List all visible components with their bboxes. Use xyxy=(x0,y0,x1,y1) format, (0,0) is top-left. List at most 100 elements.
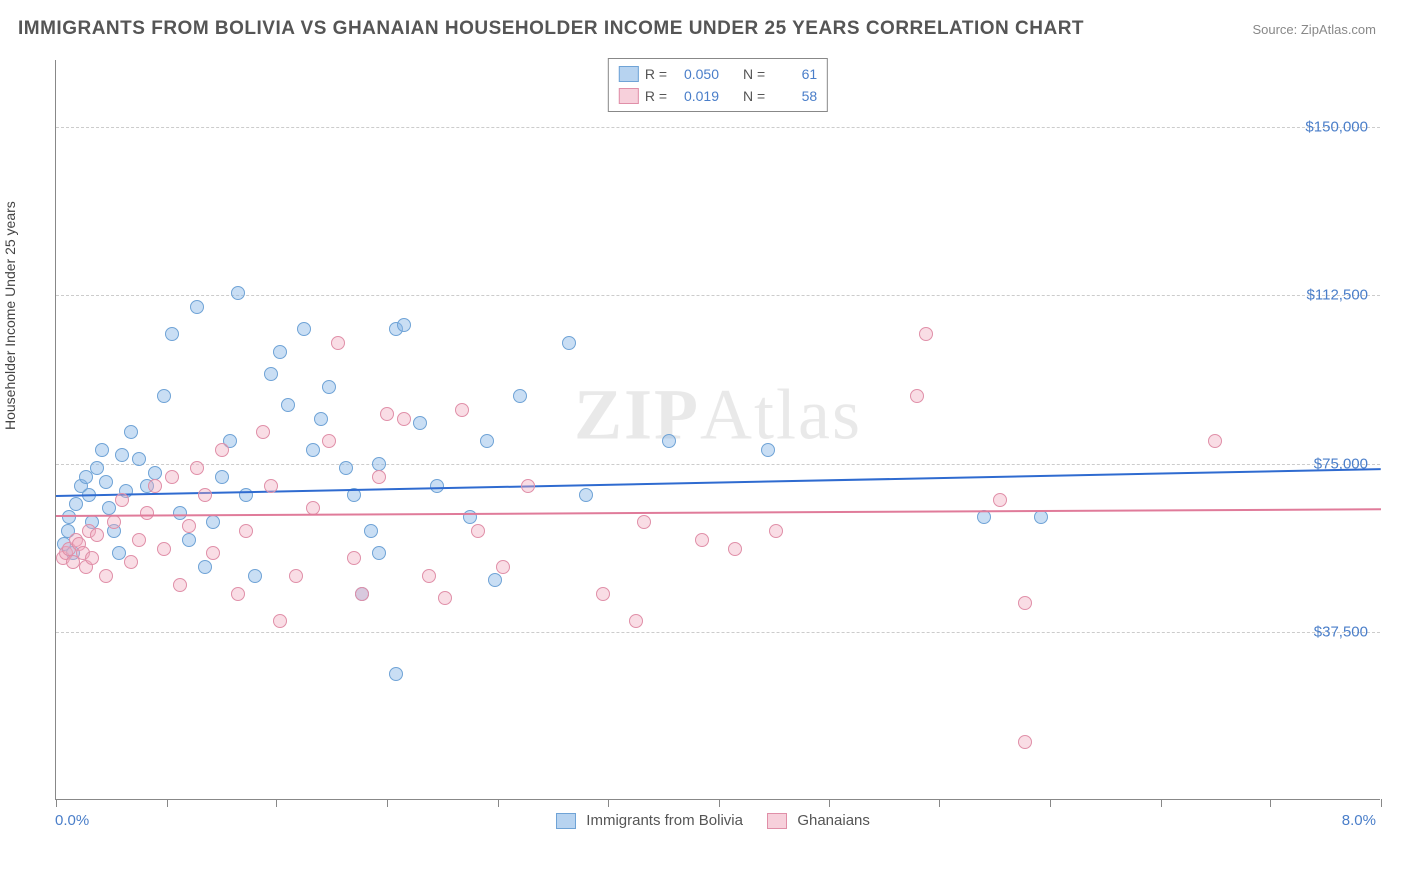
scatter-point-ghana xyxy=(695,533,709,547)
scatter-point-ghana xyxy=(993,493,1007,507)
x-tick xyxy=(719,799,720,807)
scatter-point-bolivia xyxy=(488,573,502,587)
chart-container: IMMIGRANTS FROM BOLIVIA VS GHANAIAN HOUS… xyxy=(0,0,1406,892)
scatter-point-bolivia xyxy=(480,434,494,448)
scatter-point-bolivia xyxy=(231,286,245,300)
scatter-point-bolivia xyxy=(215,470,229,484)
scatter-point-bolivia xyxy=(115,448,129,462)
scatter-point-bolivia xyxy=(69,497,83,511)
scatter-point-bolivia xyxy=(281,398,295,412)
scatter-point-bolivia xyxy=(62,510,76,524)
scatter-point-ghana xyxy=(1018,735,1032,749)
scatter-point-ghana xyxy=(256,425,270,439)
scatter-point-ghana xyxy=(496,560,510,574)
legend-swatch-blue-icon xyxy=(556,813,576,829)
scatter-point-ghana xyxy=(596,587,610,601)
scatter-point-ghana xyxy=(231,587,245,601)
scatter-point-ghana xyxy=(397,412,411,426)
source-attribution: Source: ZipAtlas.com xyxy=(1252,22,1376,37)
x-tick xyxy=(829,799,830,807)
scatter-point-bolivia xyxy=(182,533,196,547)
scatter-point-ghana xyxy=(919,327,933,341)
bottom-legend: Immigrants from Bolivia Ghanaians xyxy=(0,812,1406,829)
y-tick-label: $150,000 xyxy=(1305,119,1368,136)
scatter-point-bolivia xyxy=(173,506,187,520)
scatter-point-ghana xyxy=(322,434,336,448)
scatter-point-bolivia xyxy=(165,327,179,341)
scatter-point-bolivia xyxy=(513,389,527,403)
scatter-point-ghana xyxy=(422,569,436,583)
scatter-point-ghana xyxy=(629,614,643,628)
x-tick xyxy=(1270,799,1271,807)
scatter-point-ghana xyxy=(471,524,485,538)
scatter-point-bolivia xyxy=(322,380,336,394)
scatter-point-ghana xyxy=(157,542,171,556)
scatter-point-ghana xyxy=(173,578,187,592)
scatter-point-ghana xyxy=(165,470,179,484)
scatter-point-ghana xyxy=(637,515,651,529)
scatter-point-bolivia xyxy=(264,367,278,381)
scatter-point-ghana xyxy=(99,569,113,583)
y-tick-label: $112,500 xyxy=(1307,287,1368,304)
scatter-point-ghana xyxy=(124,555,138,569)
scatter-point-ghana xyxy=(289,569,303,583)
scatter-point-ghana xyxy=(190,461,204,475)
scatter-point-ghana xyxy=(769,524,783,538)
scatter-point-bolivia xyxy=(977,510,991,524)
scatter-point-bolivia xyxy=(579,488,593,502)
scatter-point-ghana xyxy=(198,488,212,502)
scatter-point-ghana xyxy=(355,587,369,601)
scatter-point-bolivia xyxy=(79,470,93,484)
scatter-point-ghana xyxy=(115,493,129,507)
scatter-point-bolivia xyxy=(273,345,287,359)
scatter-point-bolivia xyxy=(761,443,775,457)
scatter-point-ghana xyxy=(132,533,146,547)
stats-row-ghana: R = 0.019 N = 58 xyxy=(619,85,817,107)
plot-area: ZIPAtlas R = 0.050 N = 61 R = 0.019 N = … xyxy=(55,60,1380,800)
chart-title: IMMIGRANTS FROM BOLIVIA VS GHANAIAN HOUS… xyxy=(18,18,1084,40)
scatter-point-ghana xyxy=(331,336,345,350)
watermark: ZIPAtlas xyxy=(574,373,862,456)
scatter-point-ghana xyxy=(728,542,742,556)
scatter-point-bolivia xyxy=(662,434,676,448)
stats-legend-box: R = 0.050 N = 61 R = 0.019 N = 58 xyxy=(608,58,828,112)
gridline xyxy=(56,632,1380,633)
scatter-point-bolivia xyxy=(364,524,378,538)
scatter-point-ghana xyxy=(264,479,278,493)
scatter-point-bolivia xyxy=(102,501,116,515)
stats-row-bolivia: R = 0.050 N = 61 xyxy=(619,63,817,85)
x-tick xyxy=(56,799,57,807)
x-tick xyxy=(276,799,277,807)
scatter-point-ghana xyxy=(1208,434,1222,448)
swatch-pink-icon xyxy=(619,88,639,104)
scatter-point-bolivia xyxy=(248,569,262,583)
scatter-point-bolivia xyxy=(339,461,353,475)
swatch-blue-icon xyxy=(619,66,639,82)
scatter-point-ghana xyxy=(1018,596,1032,610)
legend-label-ghana: Ghanaians xyxy=(797,812,870,829)
legend-label-bolivia: Immigrants from Bolivia xyxy=(586,812,743,829)
scatter-point-bolivia xyxy=(157,389,171,403)
scatter-point-bolivia xyxy=(99,475,113,489)
scatter-point-ghana xyxy=(140,506,154,520)
scatter-point-ghana xyxy=(910,389,924,403)
trend-line-bolivia xyxy=(56,468,1381,497)
x-tick xyxy=(167,799,168,807)
scatter-point-bolivia xyxy=(413,416,427,430)
scatter-point-bolivia xyxy=(90,461,104,475)
scatter-point-bolivia xyxy=(397,318,411,332)
scatter-point-ghana xyxy=(455,403,469,417)
legend-swatch-pink-icon xyxy=(767,813,787,829)
scatter-point-bolivia xyxy=(198,560,212,574)
scatter-point-ghana xyxy=(380,407,394,421)
scatter-point-bolivia xyxy=(306,443,320,457)
x-tick xyxy=(387,799,388,807)
scatter-point-ghana xyxy=(148,479,162,493)
scatter-point-bolivia xyxy=(190,300,204,314)
scatter-point-bolivia xyxy=(206,515,220,529)
scatter-point-ghana xyxy=(521,479,535,493)
scatter-point-ghana xyxy=(215,443,229,457)
scatter-point-bolivia xyxy=(124,425,138,439)
scatter-point-bolivia xyxy=(95,443,109,457)
scatter-point-bolivia xyxy=(297,322,311,336)
